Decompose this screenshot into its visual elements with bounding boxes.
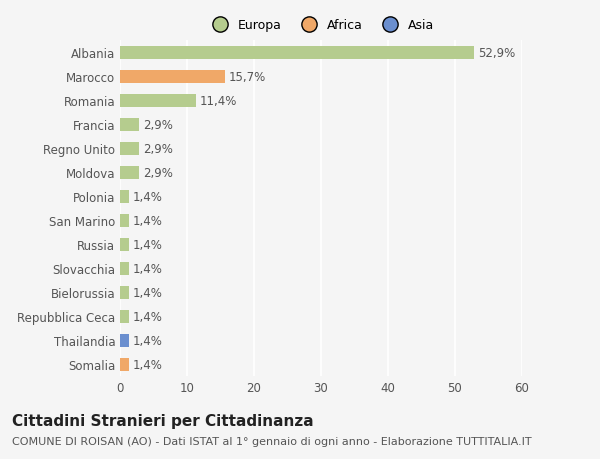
Bar	[120, 190, 130, 203]
Text: 1,4%: 1,4%	[133, 262, 163, 275]
Text: 1,4%: 1,4%	[133, 334, 163, 347]
Text: 2,9%: 2,9%	[143, 118, 173, 132]
Text: 2,9%: 2,9%	[143, 143, 173, 156]
Bar	[120, 142, 139, 156]
Text: 1,4%: 1,4%	[133, 190, 163, 203]
Text: 2,9%: 2,9%	[143, 167, 173, 179]
Bar	[120, 47, 475, 60]
Bar	[120, 310, 130, 323]
Bar	[120, 334, 130, 347]
Bar	[120, 286, 130, 299]
Text: 1,4%: 1,4%	[133, 286, 163, 299]
Text: COMUNE DI ROISAN (AO) - Dati ISTAT al 1° gennaio di ogni anno - Elaborazione TUT: COMUNE DI ROISAN (AO) - Dati ISTAT al 1°…	[12, 436, 532, 446]
Bar	[120, 71, 225, 84]
Text: 1,4%: 1,4%	[133, 238, 163, 251]
Text: 1,4%: 1,4%	[133, 358, 163, 371]
Text: 15,7%: 15,7%	[229, 71, 266, 84]
Bar	[120, 238, 130, 252]
Bar	[120, 95, 196, 108]
Text: 1,4%: 1,4%	[133, 214, 163, 227]
Text: 52,9%: 52,9%	[478, 47, 515, 60]
Bar	[120, 214, 130, 227]
Text: 1,4%: 1,4%	[133, 310, 163, 323]
Legend: Europa, Africa, Asia: Europa, Africa, Asia	[203, 14, 439, 37]
Bar	[120, 166, 139, 179]
Bar	[120, 262, 130, 275]
Text: 11,4%: 11,4%	[200, 95, 237, 107]
Text: Cittadini Stranieri per Cittadinanza: Cittadini Stranieri per Cittadinanza	[12, 413, 314, 428]
Bar	[120, 118, 139, 132]
Bar	[120, 358, 130, 371]
